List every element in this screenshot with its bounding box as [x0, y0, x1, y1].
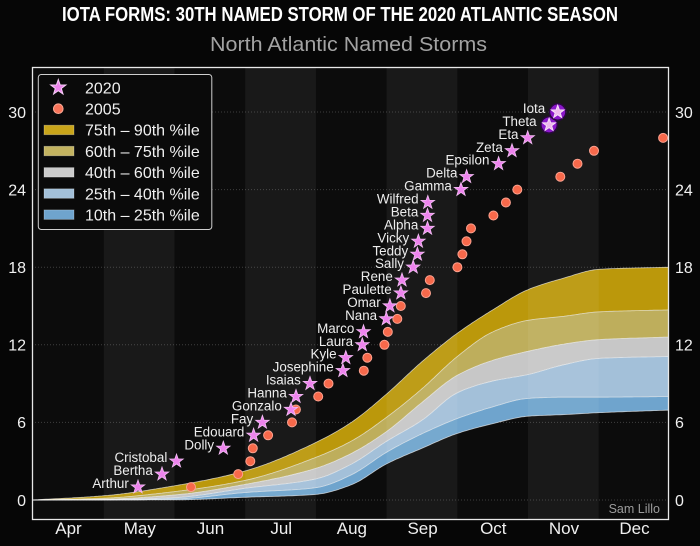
svg-text:0: 0 [17, 493, 26, 510]
svg-text:Gamma: Gamma [404, 179, 452, 194]
svg-text:60th – 75th %ile: 60th – 75th %ile [85, 144, 200, 161]
svg-text:Wilfred: Wilfred [377, 192, 419, 207]
svg-text:Nov: Nov [549, 519, 580, 538]
svg-text:North Atlantic Named Storms: North Atlantic Named Storms [210, 34, 487, 56]
svg-text:Eta: Eta [498, 127, 519, 142]
svg-text:Arthur: Arthur [92, 476, 129, 491]
svg-text:12: 12 [675, 338, 693, 355]
svg-text:Delta: Delta [426, 166, 458, 181]
svg-text:Zeta: Zeta [476, 140, 503, 155]
svg-text:Kyle: Kyle [311, 347, 337, 362]
svg-text:12: 12 [8, 338, 26, 355]
svg-text:Epsilon: Epsilon [445, 153, 489, 168]
svg-text:75th – 90th %ile: 75th – 90th %ile [85, 123, 200, 140]
svg-text:6: 6 [675, 415, 684, 432]
svg-text:40th – 60th %ile: 40th – 60th %ile [85, 165, 200, 182]
svg-text:Josephine: Josephine [273, 360, 334, 375]
svg-text:IOTA FORMS: 30TH NAMED STORM O: IOTA FORMS: 30TH NAMED STORM OF THE 2020… [62, 4, 618, 26]
svg-text:24: 24 [8, 182, 26, 199]
svg-text:Marco: Marco [317, 321, 354, 336]
svg-text:Omar: Omar [347, 295, 381, 310]
svg-text:Paulette: Paulette [343, 282, 392, 297]
svg-text:Vicky: Vicky [377, 230, 409, 245]
svg-text:Dec: Dec [619, 519, 650, 538]
svg-text:Laura: Laura [319, 334, 354, 349]
svg-text:Sam Lillo: Sam Lillo [609, 502, 660, 516]
svg-text:Hanna: Hanna [247, 386, 287, 401]
svg-text:18: 18 [8, 260, 26, 277]
svg-text:Rene: Rene [361, 269, 393, 284]
svg-text:Alpha: Alpha [384, 217, 419, 232]
svg-text:25th – 40th %ile: 25th – 40th %ile [85, 186, 200, 203]
svg-text:Fay: Fay [231, 411, 254, 426]
svg-text:Beta: Beta [391, 205, 419, 220]
svg-text:May: May [124, 519, 157, 538]
svg-text:2005: 2005 [85, 102, 121, 119]
svg-text:Sep: Sep [407, 519, 437, 538]
svg-text:Apr: Apr [55, 519, 82, 538]
svg-text:Sally: Sally [375, 256, 404, 271]
svg-text:Dolly: Dolly [184, 437, 214, 452]
svg-text:Nana: Nana [345, 308, 378, 323]
svg-text:0: 0 [675, 493, 684, 510]
svg-text:10th – 25th %ile: 10th – 25th %ile [85, 208, 200, 225]
svg-text:Iota: Iota [523, 101, 546, 116]
svg-text:Aug: Aug [337, 519, 367, 538]
svg-text:Isaias: Isaias [266, 373, 301, 388]
svg-text:Jul: Jul [270, 519, 292, 538]
svg-text:30: 30 [675, 105, 693, 122]
svg-text:2020: 2020 [85, 80, 121, 97]
svg-text:Cristobal: Cristobal [114, 450, 167, 465]
svg-text:Bertha: Bertha [113, 463, 153, 478]
svg-text:Oct: Oct [480, 519, 507, 538]
svg-text:Jun: Jun [197, 519, 224, 538]
svg-text:Edouard: Edouard [194, 424, 245, 439]
svg-text:30: 30 [8, 105, 26, 122]
svg-text:24: 24 [675, 182, 693, 199]
svg-text:Teddy: Teddy [372, 243, 408, 258]
svg-text:Theta: Theta [502, 114, 537, 129]
svg-text:18: 18 [675, 260, 693, 277]
svg-text:6: 6 [17, 415, 26, 432]
svg-text:Gonzalo: Gonzalo [232, 399, 282, 414]
